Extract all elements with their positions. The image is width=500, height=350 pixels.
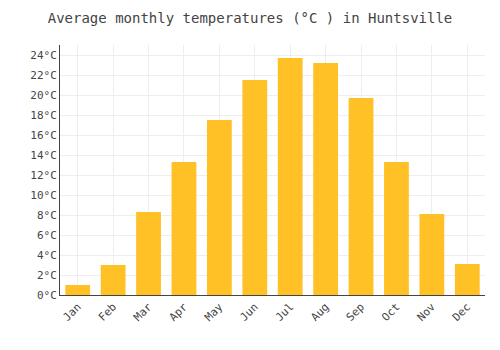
svg-text:2°C: 2°C xyxy=(37,269,57,282)
svg-text:Nov: Nov xyxy=(415,300,439,324)
svg-text:24°C: 24°C xyxy=(30,49,57,62)
svg-text:Dec: Dec xyxy=(450,301,473,324)
svg-text:10°C: 10°C xyxy=(30,189,57,202)
svg-text:12°C: 12°C xyxy=(30,169,57,182)
svg-text:22°C: 22°C xyxy=(30,69,57,82)
svg-text:16°C: 16°C xyxy=(30,129,57,142)
svg-text:Mar: Mar xyxy=(131,300,155,324)
svg-text:18°C: 18°C xyxy=(30,109,57,122)
svg-text:4°C: 4°C xyxy=(37,249,57,262)
svg-text:Aug: Aug xyxy=(308,301,331,324)
svg-text:May: May xyxy=(202,300,226,324)
svg-text:Jan: Jan xyxy=(60,301,83,324)
svg-text:Oct: Oct xyxy=(379,301,402,324)
svg-text:Jun: Jun xyxy=(238,301,261,324)
svg-text:0°C: 0°C xyxy=(37,289,57,302)
svg-text:14°C: 14°C xyxy=(30,149,57,162)
svg-text:Feb: Feb xyxy=(96,301,119,324)
svg-text:Apr: Apr xyxy=(167,300,191,324)
svg-text:8°C: 8°C xyxy=(37,209,57,222)
svg-text:20°C: 20°C xyxy=(30,89,57,102)
svg-text:Sep: Sep xyxy=(344,301,367,324)
svg-text:Average monthly temperatures (: Average monthly temperatures (°C ) in Hu… xyxy=(48,10,453,26)
svg-text:Jul: Jul xyxy=(273,301,296,324)
svg-text:6°C: 6°C xyxy=(37,229,57,242)
